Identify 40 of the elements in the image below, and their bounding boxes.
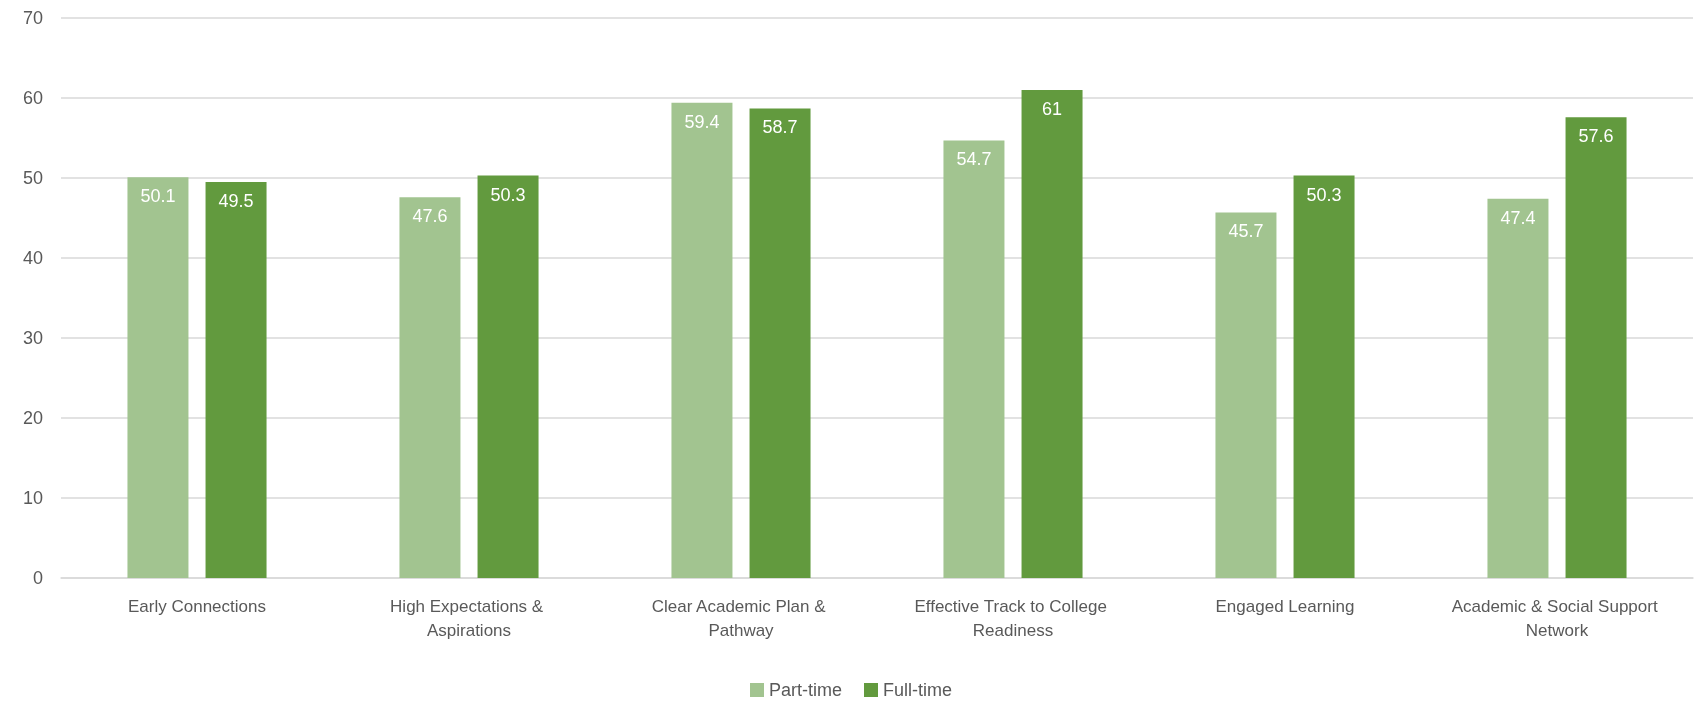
data-label: 61 (1042, 99, 1063, 119)
x-tick-label: Academic & Social Support Network (1451, 596, 1663, 640)
data-label: 50.3 (490, 184, 526, 205)
bar (1565, 117, 1627, 578)
y-tick-label: 50 (22, 168, 43, 188)
y-tick-label: 20 (22, 408, 43, 428)
y-tick-label: 30 (22, 328, 43, 348)
bar (671, 102, 733, 578)
x-tick-label: High Expectations & Aspirations (390, 596, 548, 640)
legend-label: Part-time (768, 680, 843, 700)
bar (1215, 212, 1277, 578)
bar (749, 108, 811, 578)
data-label: 54.7 (956, 149, 992, 170)
bar (943, 140, 1005, 578)
data-label: 47.6 (412, 206, 448, 227)
legend-label: Full-time (883, 680, 953, 700)
y-tick-label: 60 (22, 88, 43, 108)
y-tick-label: 70 (22, 8, 43, 28)
data-label: 49.5 (218, 191, 254, 211)
bar (1487, 198, 1549, 578)
data-label: 47.4 (1500, 207, 1536, 228)
x-tick-label: Effective Track to College Readiness (914, 596, 1112, 640)
bar (127, 177, 189, 578)
y-tick-label: 40 (22, 248, 43, 268)
x-tick-label: Early Connections (128, 596, 266, 616)
data-label: 59.4 (684, 111, 720, 132)
bar (1293, 175, 1355, 578)
bar (205, 182, 267, 578)
data-label: 50.3 (1306, 184, 1342, 205)
data-label: 58.7 (762, 117, 798, 138)
x-tick-label: Engaged Learning (1215, 596, 1355, 616)
data-label: 57.6 (1578, 126, 1614, 147)
data-label: 50.1 (140, 186, 176, 207)
x-tick-label: Clear Academic Plan & Pathway (651, 596, 831, 640)
bar (477, 175, 539, 578)
bar (1021, 90, 1083, 578)
y-tick-label: 10 (22, 488, 43, 508)
bar (399, 197, 461, 578)
data-label: 45.7 (1228, 221, 1264, 242)
y-tick-label: 0 (32, 568, 43, 588)
